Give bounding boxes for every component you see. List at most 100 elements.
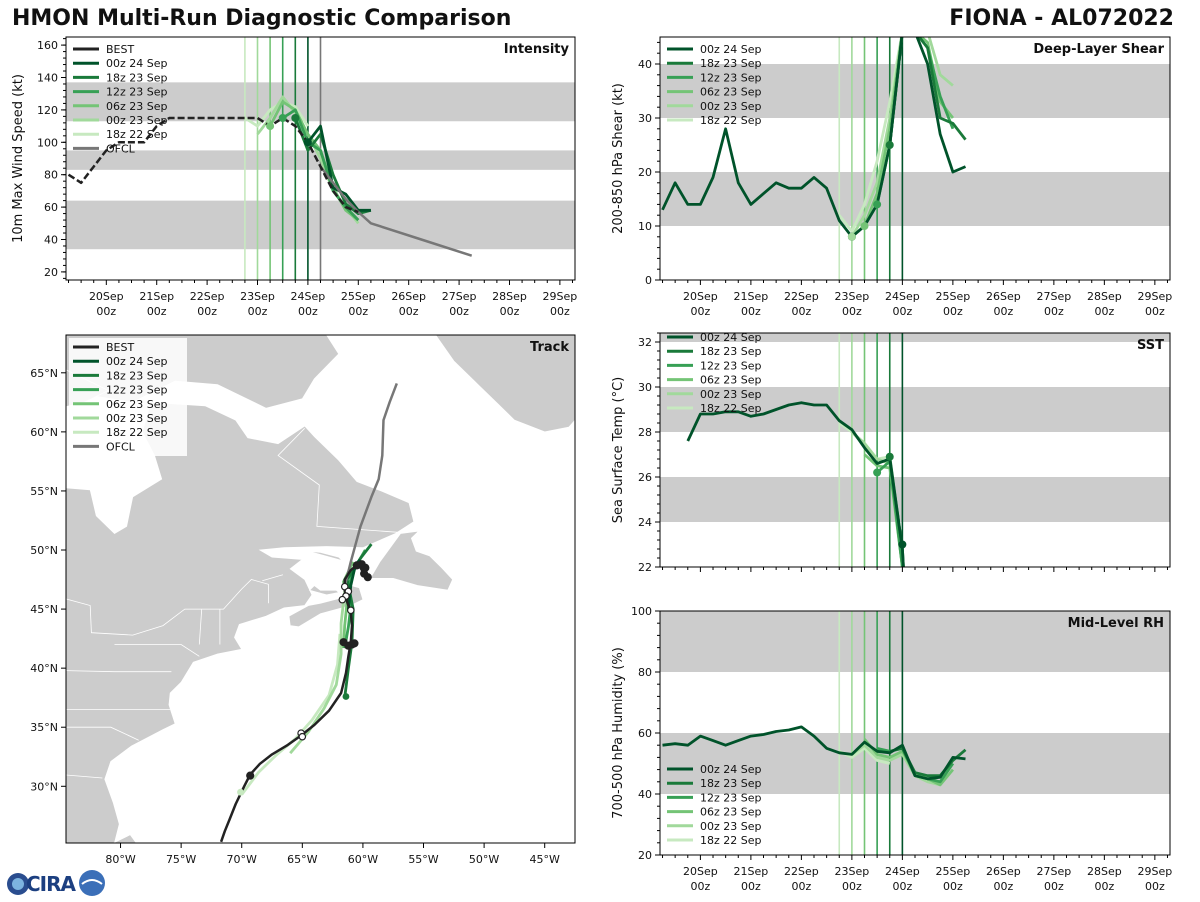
x-tick-sublabel: 00z bbox=[943, 880, 963, 893]
sst-chart: 22242628303220Sep00z21Sep00z22Sep00z23Se… bbox=[611, 331, 1171, 574]
y-tick-label: 160 bbox=[37, 39, 58, 52]
x-tick-label: 26Sep bbox=[391, 290, 426, 303]
x-tick-sublabel: 00z bbox=[1094, 305, 1114, 318]
x-tick-sublabel: 00z bbox=[993, 880, 1013, 893]
track-marker bbox=[237, 788, 244, 796]
best-point-open bbox=[338, 595, 347, 604]
x-tick-label: 28Sep bbox=[1087, 865, 1122, 878]
x-tick-sublabel: 00z bbox=[842, 880, 862, 893]
x-tick-label: 25Sep bbox=[341, 290, 376, 303]
x-tick-label: 21Sep bbox=[734, 290, 769, 303]
boundary-line bbox=[66, 726, 139, 741]
legend-box bbox=[69, 338, 187, 456]
legend-label: 12z 23 Sep bbox=[700, 359, 762, 372]
best-point-open bbox=[346, 606, 355, 615]
series-marker bbox=[873, 468, 882, 477]
x-tick-label: 27Sep bbox=[1036, 865, 1071, 878]
y-tick-label: 60 bbox=[44, 201, 58, 214]
legend-label: 18z 23 Sep bbox=[700, 57, 762, 70]
track-chart: 80°W 75°W 70°W 65°W 60°W 55°W 50°W 45°W 30°N 35°N… bbox=[30, 334, 576, 866]
series-line bbox=[888, 37, 967, 146]
x-tick-sublabel: 00z bbox=[791, 880, 811, 893]
threshold-band bbox=[660, 477, 1170, 522]
y-tick-label: 80 bbox=[638, 666, 652, 679]
series-line bbox=[838, 746, 891, 765]
best-point-filled bbox=[246, 771, 255, 780]
y-tick-label: 55°N bbox=[30, 485, 58, 498]
legend-label: 00z 24 Sep bbox=[700, 763, 762, 776]
x-tick-label: 60°W bbox=[348, 853, 378, 866]
x-tick-label: 22Sep bbox=[784, 865, 819, 878]
cira-logo: CIRA bbox=[4, 868, 108, 898]
x-tick-sublabel: 00z bbox=[943, 305, 963, 318]
x-tick-label: 45°W bbox=[530, 853, 560, 866]
x-tick-sublabel: 00z bbox=[842, 305, 862, 318]
threshold-band bbox=[660, 333, 1170, 342]
x-tick-label: 23Sep bbox=[835, 865, 870, 878]
x-tick-label: 29Sep bbox=[1137, 290, 1172, 303]
panel-title: Mid-Level RH bbox=[1068, 616, 1164, 631]
legend-label: BEST bbox=[106, 341, 134, 354]
boundary-line bbox=[198, 609, 203, 645]
x-tick-sublabel: 00z bbox=[1044, 305, 1064, 318]
x-tick-label: 21Sep bbox=[734, 865, 769, 878]
series-line bbox=[851, 743, 941, 787]
y-tick-label: 40 bbox=[44, 234, 58, 247]
series-marker bbox=[885, 452, 894, 461]
series-marker bbox=[291, 114, 300, 122]
x-tick-sublabel: 00z bbox=[691, 305, 711, 318]
x-tick-label: 24Sep bbox=[885, 865, 920, 878]
x-tick-label: 23Sep bbox=[240, 290, 275, 303]
x-tick-label: 20Sep bbox=[683, 290, 718, 303]
legend-label: 12z 23 Sep bbox=[700, 71, 762, 84]
x-tick-label: 21Sep bbox=[139, 290, 174, 303]
land-greenland bbox=[435, 335, 575, 433]
series-line bbox=[850, 37, 954, 238]
legend-label: 18z 22 Sep bbox=[700, 834, 762, 847]
x-tick-label: 50°W bbox=[469, 853, 499, 866]
boundary-line bbox=[66, 774, 103, 779]
legend-label: 18z 23 Sep bbox=[106, 369, 168, 382]
x-tick-label: 22Sep bbox=[784, 290, 819, 303]
legend-label: 06z 23 Sep bbox=[106, 398, 168, 411]
y-tick-label: 35°N bbox=[30, 721, 58, 734]
series-marker bbox=[885, 141, 894, 149]
x-tick-label: 55°W bbox=[408, 853, 438, 866]
track-line bbox=[289, 591, 347, 755]
x-tick-label: 26Sep bbox=[986, 290, 1021, 303]
series-line bbox=[686, 401, 905, 567]
x-tick-sublabel: 00z bbox=[550, 305, 570, 318]
y-tick-label: 40 bbox=[638, 58, 652, 71]
series-marker bbox=[873, 200, 882, 209]
x-tick-label: 29Sep bbox=[1137, 865, 1172, 878]
threshold-band bbox=[660, 733, 1170, 794]
y-tick-label: 10 bbox=[638, 220, 652, 233]
y-tick-label: 28 bbox=[638, 426, 652, 439]
legend-label: OFCL bbox=[106, 142, 136, 155]
threshold-band bbox=[660, 387, 1170, 432]
x-tick-sublabel: 00z bbox=[449, 305, 469, 318]
legend-label: 18z 22 Sep bbox=[106, 128, 168, 141]
legend-label: OFCL bbox=[106, 440, 136, 453]
legend-label: 06z 23 Sep bbox=[700, 86, 762, 99]
x-tick-label: 28Sep bbox=[492, 290, 527, 303]
intensity-chart: 20 40 60 80 100 120 140 160 20Sep 00z 21Sep 00z 22Se… bbox=[11, 36, 577, 318]
cira-logo-graphic bbox=[7, 870, 105, 896]
x-tick-sublabel: 00z bbox=[741, 880, 761, 893]
series-marker bbox=[278, 114, 287, 122]
y-tick-label: 0 bbox=[645, 274, 652, 287]
track-line bbox=[343, 382, 398, 587]
boundary-line bbox=[114, 644, 200, 657]
x-tick-sublabel: 00z bbox=[399, 305, 419, 318]
y-tick-label: 20 bbox=[638, 166, 652, 179]
x-tick-label: 80°W bbox=[105, 853, 135, 866]
x-tick-sublabel: 00z bbox=[892, 880, 912, 893]
x-tick-sublabel: 00z bbox=[691, 880, 711, 893]
x-tick-sublabel: 00z bbox=[892, 305, 912, 318]
plot-frame bbox=[65, 334, 576, 844]
x-tick-label: 23Sep bbox=[835, 290, 870, 303]
x-tick-sublabel: 00z bbox=[791, 305, 811, 318]
x-tick-label: 65°W bbox=[287, 853, 317, 866]
y-tick-label: 100 bbox=[37, 136, 58, 149]
y-tick-label: 50°N bbox=[30, 544, 58, 557]
